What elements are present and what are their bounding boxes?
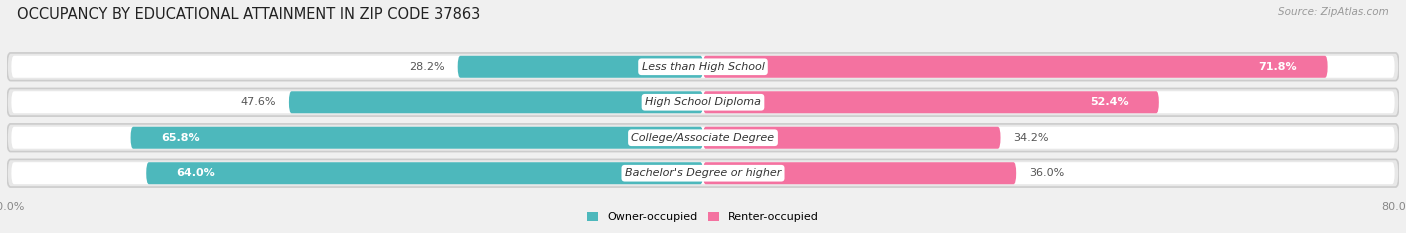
Legend: Owner-occupied, Renter-occupied: Owner-occupied, Renter-occupied xyxy=(582,208,824,227)
FancyBboxPatch shape xyxy=(7,88,1399,116)
FancyBboxPatch shape xyxy=(703,127,1001,149)
FancyBboxPatch shape xyxy=(703,56,1327,78)
Text: 28.2%: 28.2% xyxy=(409,62,444,72)
FancyBboxPatch shape xyxy=(131,127,703,149)
Text: OCCUPANCY BY EDUCATIONAL ATTAINMENT IN ZIP CODE 37863: OCCUPANCY BY EDUCATIONAL ATTAINMENT IN Z… xyxy=(17,7,479,22)
FancyBboxPatch shape xyxy=(703,91,1159,113)
Text: 71.8%: 71.8% xyxy=(1258,62,1298,72)
Text: 65.8%: 65.8% xyxy=(162,133,200,143)
FancyBboxPatch shape xyxy=(146,162,703,184)
FancyBboxPatch shape xyxy=(7,124,1399,152)
Text: 36.0%: 36.0% xyxy=(1029,168,1064,178)
FancyBboxPatch shape xyxy=(7,159,1399,187)
Text: Bachelor's Degree or higher: Bachelor's Degree or higher xyxy=(624,168,782,178)
Text: 34.2%: 34.2% xyxy=(1014,133,1049,143)
Text: 52.4%: 52.4% xyxy=(1090,97,1129,107)
FancyBboxPatch shape xyxy=(288,91,703,113)
FancyBboxPatch shape xyxy=(458,56,703,78)
FancyBboxPatch shape xyxy=(11,56,1395,78)
Text: Less than High School: Less than High School xyxy=(641,62,765,72)
FancyBboxPatch shape xyxy=(11,91,1395,113)
Text: 47.6%: 47.6% xyxy=(240,97,276,107)
FancyBboxPatch shape xyxy=(7,53,1399,81)
Text: Source: ZipAtlas.com: Source: ZipAtlas.com xyxy=(1278,7,1389,17)
Text: High School Diploma: High School Diploma xyxy=(645,97,761,107)
FancyBboxPatch shape xyxy=(11,127,1395,149)
FancyBboxPatch shape xyxy=(11,162,1395,184)
Text: College/Associate Degree: College/Associate Degree xyxy=(631,133,775,143)
FancyBboxPatch shape xyxy=(703,162,1017,184)
Text: 64.0%: 64.0% xyxy=(177,168,215,178)
